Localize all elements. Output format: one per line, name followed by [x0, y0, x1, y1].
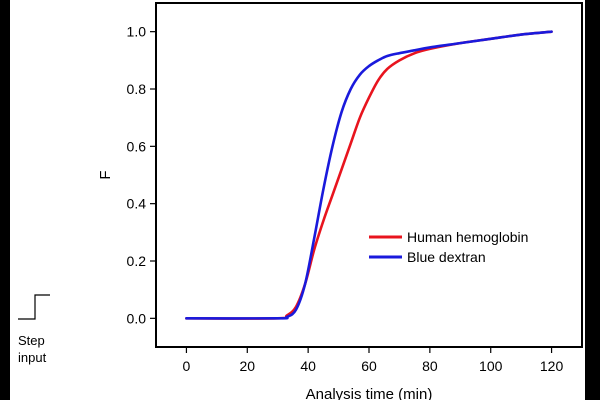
plot-area — [155, 2, 583, 348]
step-label-line2: input — [18, 350, 47, 365]
figure-panel — [10, 0, 585, 400]
y-tick-label: 0.6 — [127, 138, 147, 154]
x-axis-label: Analysis time (min) — [306, 386, 433, 400]
step-input-annotation: Step input — [18, 294, 50, 365]
x-tick-label: 20 — [239, 358, 255, 374]
step-input-icon — [18, 294, 50, 320]
y-tick-label: 0.8 — [127, 81, 147, 97]
series-layer — [185, 30, 553, 320]
series-line-1 — [185, 30, 553, 320]
x-axis: 0 20 40 60 80 100 120 — [183, 347, 564, 374]
x-tick-label: 0 — [183, 358, 191, 374]
x-tick-label: 80 — [422, 358, 438, 374]
step-label-line1: Step — [18, 333, 45, 348]
x-tick-label: 120 — [540, 358, 564, 374]
legend: Human hemoglobin Blue dextran — [369, 229, 528, 265]
y-axis: 0.0 0.2 0.4 0.6 0.8 1.0 — [127, 24, 156, 326]
x-tick-label: 40 — [300, 358, 316, 374]
x-tick-label: 100 — [479, 358, 503, 374]
y-tick-label: 1.0 — [127, 24, 147, 40]
series-line-0 — [185, 30, 553, 320]
legend-label-0: Human hemoglobin — [407, 229, 528, 245]
y-tick-label: 0.4 — [127, 196, 147, 212]
legend-label-1: Blue dextran — [407, 249, 486, 265]
y-tick-label: 0.2 — [127, 253, 147, 269]
x-tick-label: 60 — [361, 358, 377, 374]
y-tick-label: 0.0 — [127, 310, 147, 326]
y-axis-label: F — [97, 170, 114, 179]
plot-frame — [155, 2, 583, 348]
